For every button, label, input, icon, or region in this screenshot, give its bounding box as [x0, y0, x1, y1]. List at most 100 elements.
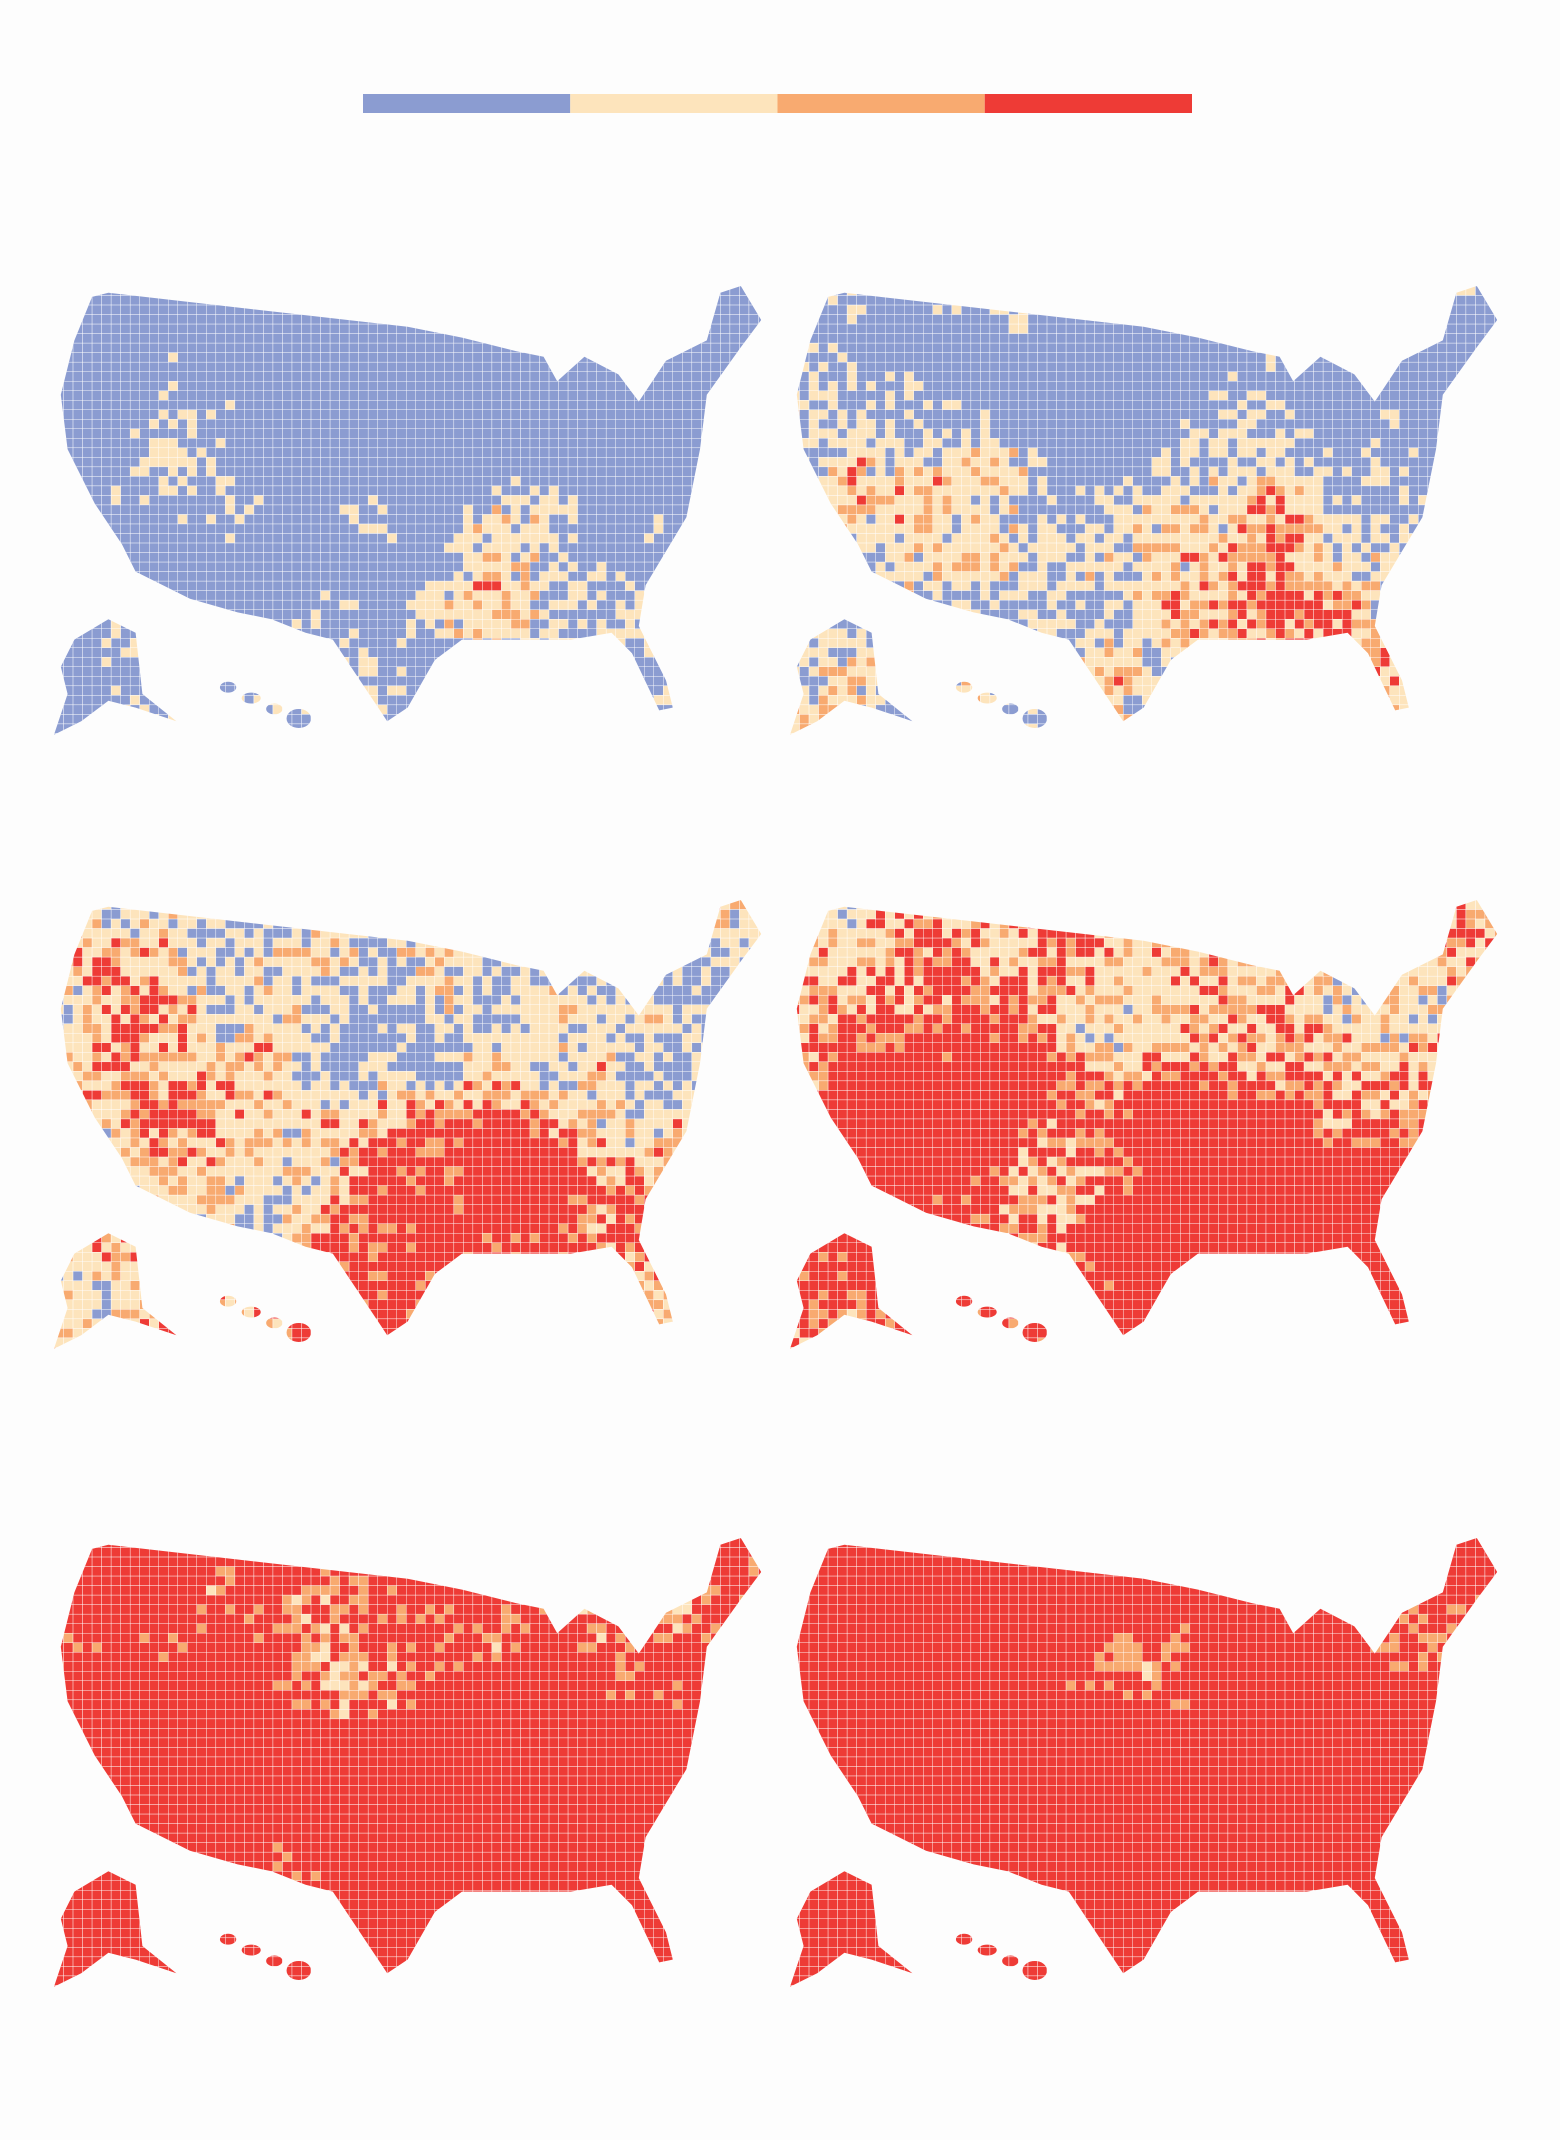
- county: [644, 704, 654, 715]
- county: [425, 618, 436, 629]
- county: [91, 361, 102, 372]
- county: [904, 314, 914, 325]
- county: [942, 380, 953, 391]
- county: [999, 428, 1010, 439]
- county: [425, 580, 436, 591]
- county: [1418, 390, 1429, 401]
- county: [875, 380, 886, 391]
- county: [748, 533, 759, 544]
- county: [329, 333, 340, 344]
- county: [1351, 352, 1362, 363]
- county: [577, 409, 588, 420]
- county: [244, 733, 255, 735]
- county: [434, 333, 445, 344]
- county: [1122, 428, 1133, 439]
- county: [139, 733, 150, 735]
- county: [653, 647, 664, 658]
- county: [1189, 428, 1200, 439]
- county: [1418, 295, 1429, 306]
- county: [1446, 333, 1457, 344]
- county: [701, 561, 712, 572]
- county: [1418, 304, 1429, 315]
- county: [1208, 400, 1219, 410]
- county: [520, 352, 531, 363]
- county: [1294, 371, 1305, 382]
- county: [748, 561, 759, 572]
- county: [758, 580, 762, 591]
- county: [567, 476, 578, 487]
- county: [206, 743, 216, 753]
- county: [320, 304, 331, 315]
- county: [701, 666, 712, 677]
- county: [691, 704, 702, 715]
- county: [348, 390, 359, 401]
- county: [291, 457, 302, 468]
- county: [682, 314, 693, 325]
- county: [54, 533, 64, 544]
- county: [310, 314, 321, 325]
- county: [624, 685, 635, 696]
- county: [1113, 371, 1124, 382]
- county: [206, 599, 217, 610]
- county: [710, 428, 721, 439]
- county: [453, 638, 464, 648]
- county: [989, 295, 1000, 306]
- county: [386, 657, 397, 668]
- county: [110, 609, 121, 620]
- county: [82, 638, 93, 648]
- county: [1370, 286, 1381, 296]
- county: [196, 409, 207, 420]
- county: [1018, 400, 1029, 410]
- county: [691, 400, 702, 410]
- county: [129, 571, 140, 582]
- county: [272, 438, 283, 449]
- county: [1065, 314, 1076, 325]
- county: [1265, 361, 1276, 372]
- county: [1332, 286, 1343, 296]
- county: [301, 609, 312, 620]
- county: [644, 676, 654, 687]
- county: [1275, 409, 1286, 420]
- county: [827, 295, 838, 306]
- county: [63, 457, 74, 468]
- county: [291, 371, 302, 382]
- county: [291, 504, 302, 515]
- county: [529, 523, 540, 534]
- county: [206, 580, 217, 591]
- county: [206, 419, 217, 430]
- county: [1456, 286, 1467, 296]
- county: [415, 409, 426, 420]
- county: [54, 733, 64, 735]
- county: [720, 476, 731, 487]
- county: [1094, 390, 1105, 401]
- county: [510, 714, 521, 725]
- county: [539, 638, 550, 648]
- county: [624, 485, 635, 496]
- county: [367, 657, 378, 668]
- county: [1161, 342, 1172, 353]
- county: [577, 466, 588, 477]
- county: [425, 428, 436, 439]
- county: [1475, 342, 1486, 353]
- county: [586, 657, 597, 668]
- county: [1132, 371, 1143, 382]
- county: [206, 552, 217, 563]
- county: [894, 380, 905, 391]
- legend-swatch: [570, 94, 778, 113]
- county: [1189, 438, 1200, 449]
- county: [1018, 409, 1029, 420]
- county: [1056, 380, 1067, 391]
- county: [768, 324, 778, 334]
- county: [846, 390, 857, 401]
- county: [377, 666, 388, 677]
- county: [710, 504, 721, 515]
- county: [520, 428, 531, 439]
- county: [158, 304, 169, 315]
- county: [215, 314, 226, 325]
- county: [739, 542, 750, 553]
- county: [310, 390, 321, 401]
- county: [1504, 400, 1514, 410]
- county: [501, 580, 512, 591]
- county: [739, 743, 749, 753]
- county: [1370, 295, 1381, 306]
